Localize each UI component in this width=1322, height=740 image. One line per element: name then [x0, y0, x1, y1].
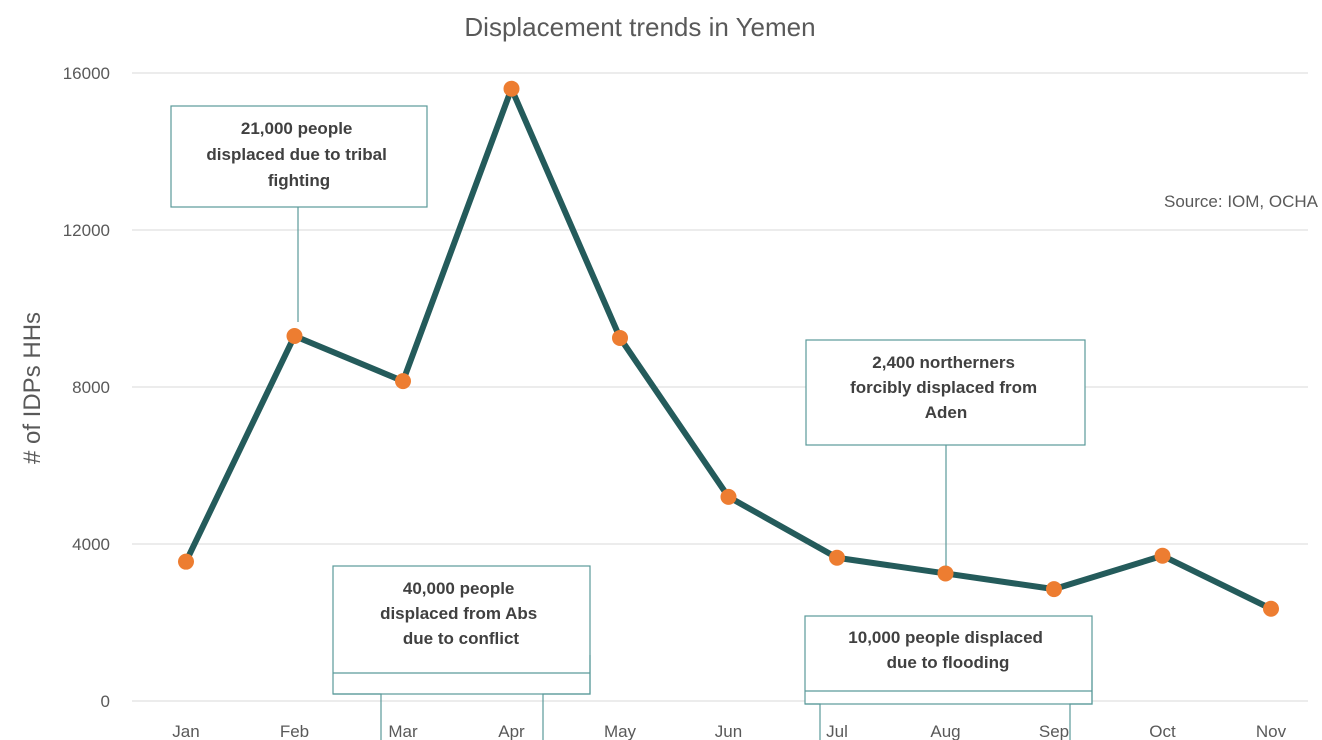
callout-bracket	[805, 703, 821, 740]
source-note: Source: IOM, OCHA	[1164, 192, 1319, 211]
x-tick-label: Jul	[826, 722, 848, 740]
markers	[178, 80, 1279, 617]
callout-text: 2,400 northerners forcibly displaced fro…	[850, 353, 1042, 422]
callout-box	[170, 105, 428, 208]
data-point-feb	[286, 327, 303, 344]
y-axis-label: # of IDPs HHs	[19, 312, 46, 464]
x-tick-label: Aug	[930, 722, 960, 740]
callout-flooding: 10,000 people displaced due to flooding	[804, 615, 1093, 740]
x-tick-label: Mar	[388, 722, 418, 740]
callout-text: 21,000 people displaced due to tribal fi…	[206, 119, 391, 190]
data-point-jul	[829, 549, 845, 566]
callout-aden: 2,400 northerners forcibly displaced fro…	[805, 339, 1086, 566]
y-tick-label: 4000	[72, 535, 110, 554]
y-tick-label: 8000	[72, 378, 110, 397]
callout-text: 40,000 people displaced from Abs due to …	[380, 579, 542, 648]
data-point-jan	[178, 553, 194, 570]
callout-text: 10,000 people displaced due to flooding	[848, 628, 1047, 672]
x-tick-label: May	[604, 722, 637, 740]
callout-bracket	[1069, 670, 1093, 740]
x-tick-label: Feb	[280, 722, 309, 740]
data-point-sep	[1046, 581, 1062, 598]
x-tick-label: Nov	[1256, 722, 1287, 740]
data-point-oct	[1154, 547, 1171, 564]
x-tick-label: Apr	[498, 722, 525, 740]
data-point-jun	[720, 488, 737, 505]
chart-title: Displacement trends in Yemen	[464, 12, 815, 42]
callout-abs-conflict: 40,000 people displaced from Abs due to …	[332, 565, 591, 740]
callout-box	[805, 339, 1086, 446]
callout-bracket	[333, 693, 382, 740]
y-tick-label: 0	[101, 692, 110, 711]
y-ticks: 0 4000 8000 12000 16000	[63, 64, 110, 711]
data-point-nov	[1263, 600, 1279, 617]
data-point-mar	[395, 373, 411, 390]
x-tick-label: Jun	[715, 722, 742, 740]
y-tick-label: 12000	[63, 221, 110, 240]
callout-bracket	[542, 655, 591, 740]
x-tick-label: Oct	[1149, 722, 1176, 740]
data-point-aug	[937, 565, 954, 582]
gridlines	[132, 72, 1308, 702]
x-tick-label: Jan	[172, 722, 199, 740]
x-ticks: Jan Feb Mar Apr May Jun Jul Aug Sep Oct Nov	[172, 722, 1286, 740]
data-point-may	[612, 329, 628, 346]
y-tick-label: 16000	[63, 64, 110, 83]
callout-tribal-fighting: 21,000 people displaced due to tribal fi…	[170, 105, 428, 322]
callout-box	[804, 615, 1093, 705]
x-tick-label: Sep	[1039, 722, 1069, 740]
data-point-apr	[503, 80, 520, 97]
